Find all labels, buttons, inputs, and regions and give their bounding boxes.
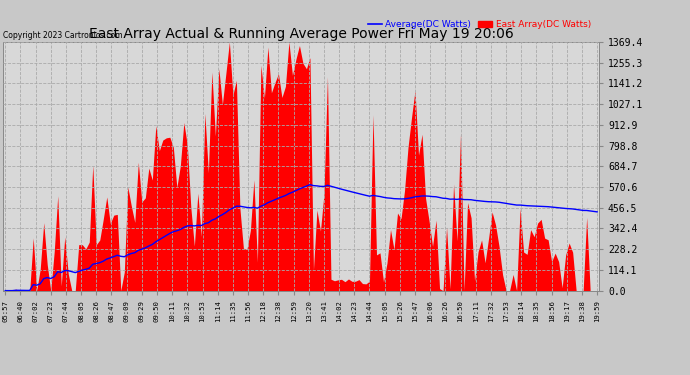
Title: East Array Actual & Running Average Power Fri May 19 20:06: East Array Actual & Running Average Powe… [89, 27, 513, 41]
Text: Copyright 2023 Cartronics.com: Copyright 2023 Cartronics.com [3, 30, 123, 39]
Legend: Average(DC Watts), East Array(DC Watts): Average(DC Watts), East Array(DC Watts) [364, 16, 594, 33]
